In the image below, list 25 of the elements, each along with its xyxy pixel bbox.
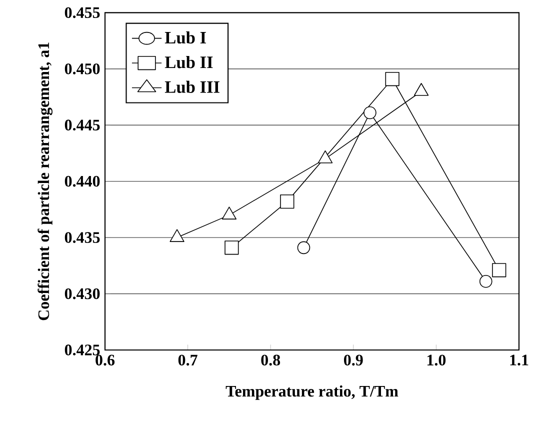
point: [297, 241, 310, 254]
y-tick-label: 0.435: [64, 232, 100, 243]
x-axis-title: Temperature ratio, T/Tm: [226, 385, 398, 400]
x-tick-label: 1.0: [427, 354, 446, 366]
x-tick-label: 0.6: [96, 354, 115, 366]
x-tick-label: 0.7: [178, 354, 198, 366]
point: [364, 106, 376, 120]
y-tick-label: 0.450: [64, 63, 100, 74]
point: [224, 240, 239, 255]
y-tick-label: 0.445: [64, 120, 100, 131]
legend-label: Lub I: [164, 31, 206, 44]
y-tick-label: 0.455: [64, 7, 100, 18]
x-tick-label: 0.9: [344, 354, 363, 366]
point: [385, 72, 400, 86]
point: [280, 194, 294, 209]
point: [479, 275, 492, 288]
y-tick-label: 0.430: [64, 288, 100, 300]
y-tick-label: 0.425: [64, 344, 100, 356]
x-tick-label: 1.1: [510, 354, 528, 366]
legend-label: Lub III: [164, 80, 220, 93]
x-tick-label: 0.8: [261, 354, 280, 366]
y-tick-label: 0.440: [64, 176, 100, 187]
legend-label: Lub II: [164, 56, 213, 68]
point: [492, 263, 506, 278]
y-axis-title: Coefficient of particle rearrangement, a1: [38, 42, 52, 320]
